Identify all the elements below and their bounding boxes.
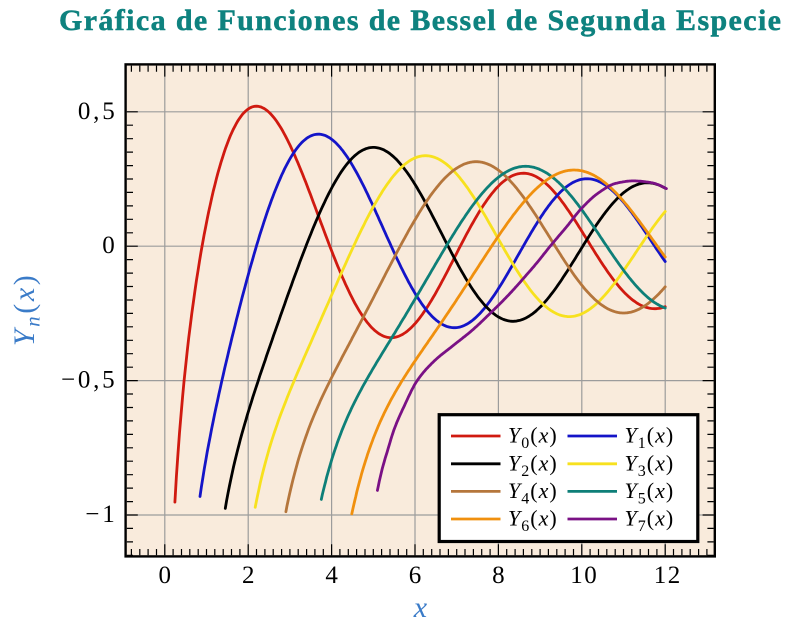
svg-text:Y2(x): Y2(x) (508, 450, 558, 480)
svg-text:8: 8 (492, 562, 505, 589)
svg-text:Y6(x): Y6(x) (508, 506, 558, 536)
svg-text:10: 10 (570, 562, 598, 589)
svg-text:Y4(x): Y4(x) (508, 478, 558, 508)
svg-text:Y3(x): Y3(x) (625, 450, 675, 480)
svg-text:−0,5: −0,5 (61, 367, 118, 394)
svg-text:−1: −1 (85, 501, 117, 528)
svg-text:0: 0 (102, 232, 117, 259)
svg-text:Y7(x): Y7(x) (625, 506, 675, 536)
svg-text:Y1(x): Y1(x) (625, 423, 675, 453)
svg-text:Yn(x): Yn(x) (8, 273, 45, 347)
svg-text:Y0(x): Y0(x) (508, 423, 558, 453)
svg-text:0,5: 0,5 (78, 98, 118, 125)
svg-text:6: 6 (409, 562, 422, 589)
svg-text:Gráfica de Funciones de Bessel: Gráfica de Funciones de Bessel de Segund… (59, 4, 781, 37)
svg-text:0: 0 (159, 562, 172, 589)
svg-text:x: x (413, 591, 428, 624)
svg-text:2: 2 (242, 562, 255, 589)
svg-text:Y5(x): Y5(x) (625, 478, 675, 508)
svg-text:4: 4 (325, 562, 338, 589)
svg-text:12: 12 (654, 562, 682, 589)
